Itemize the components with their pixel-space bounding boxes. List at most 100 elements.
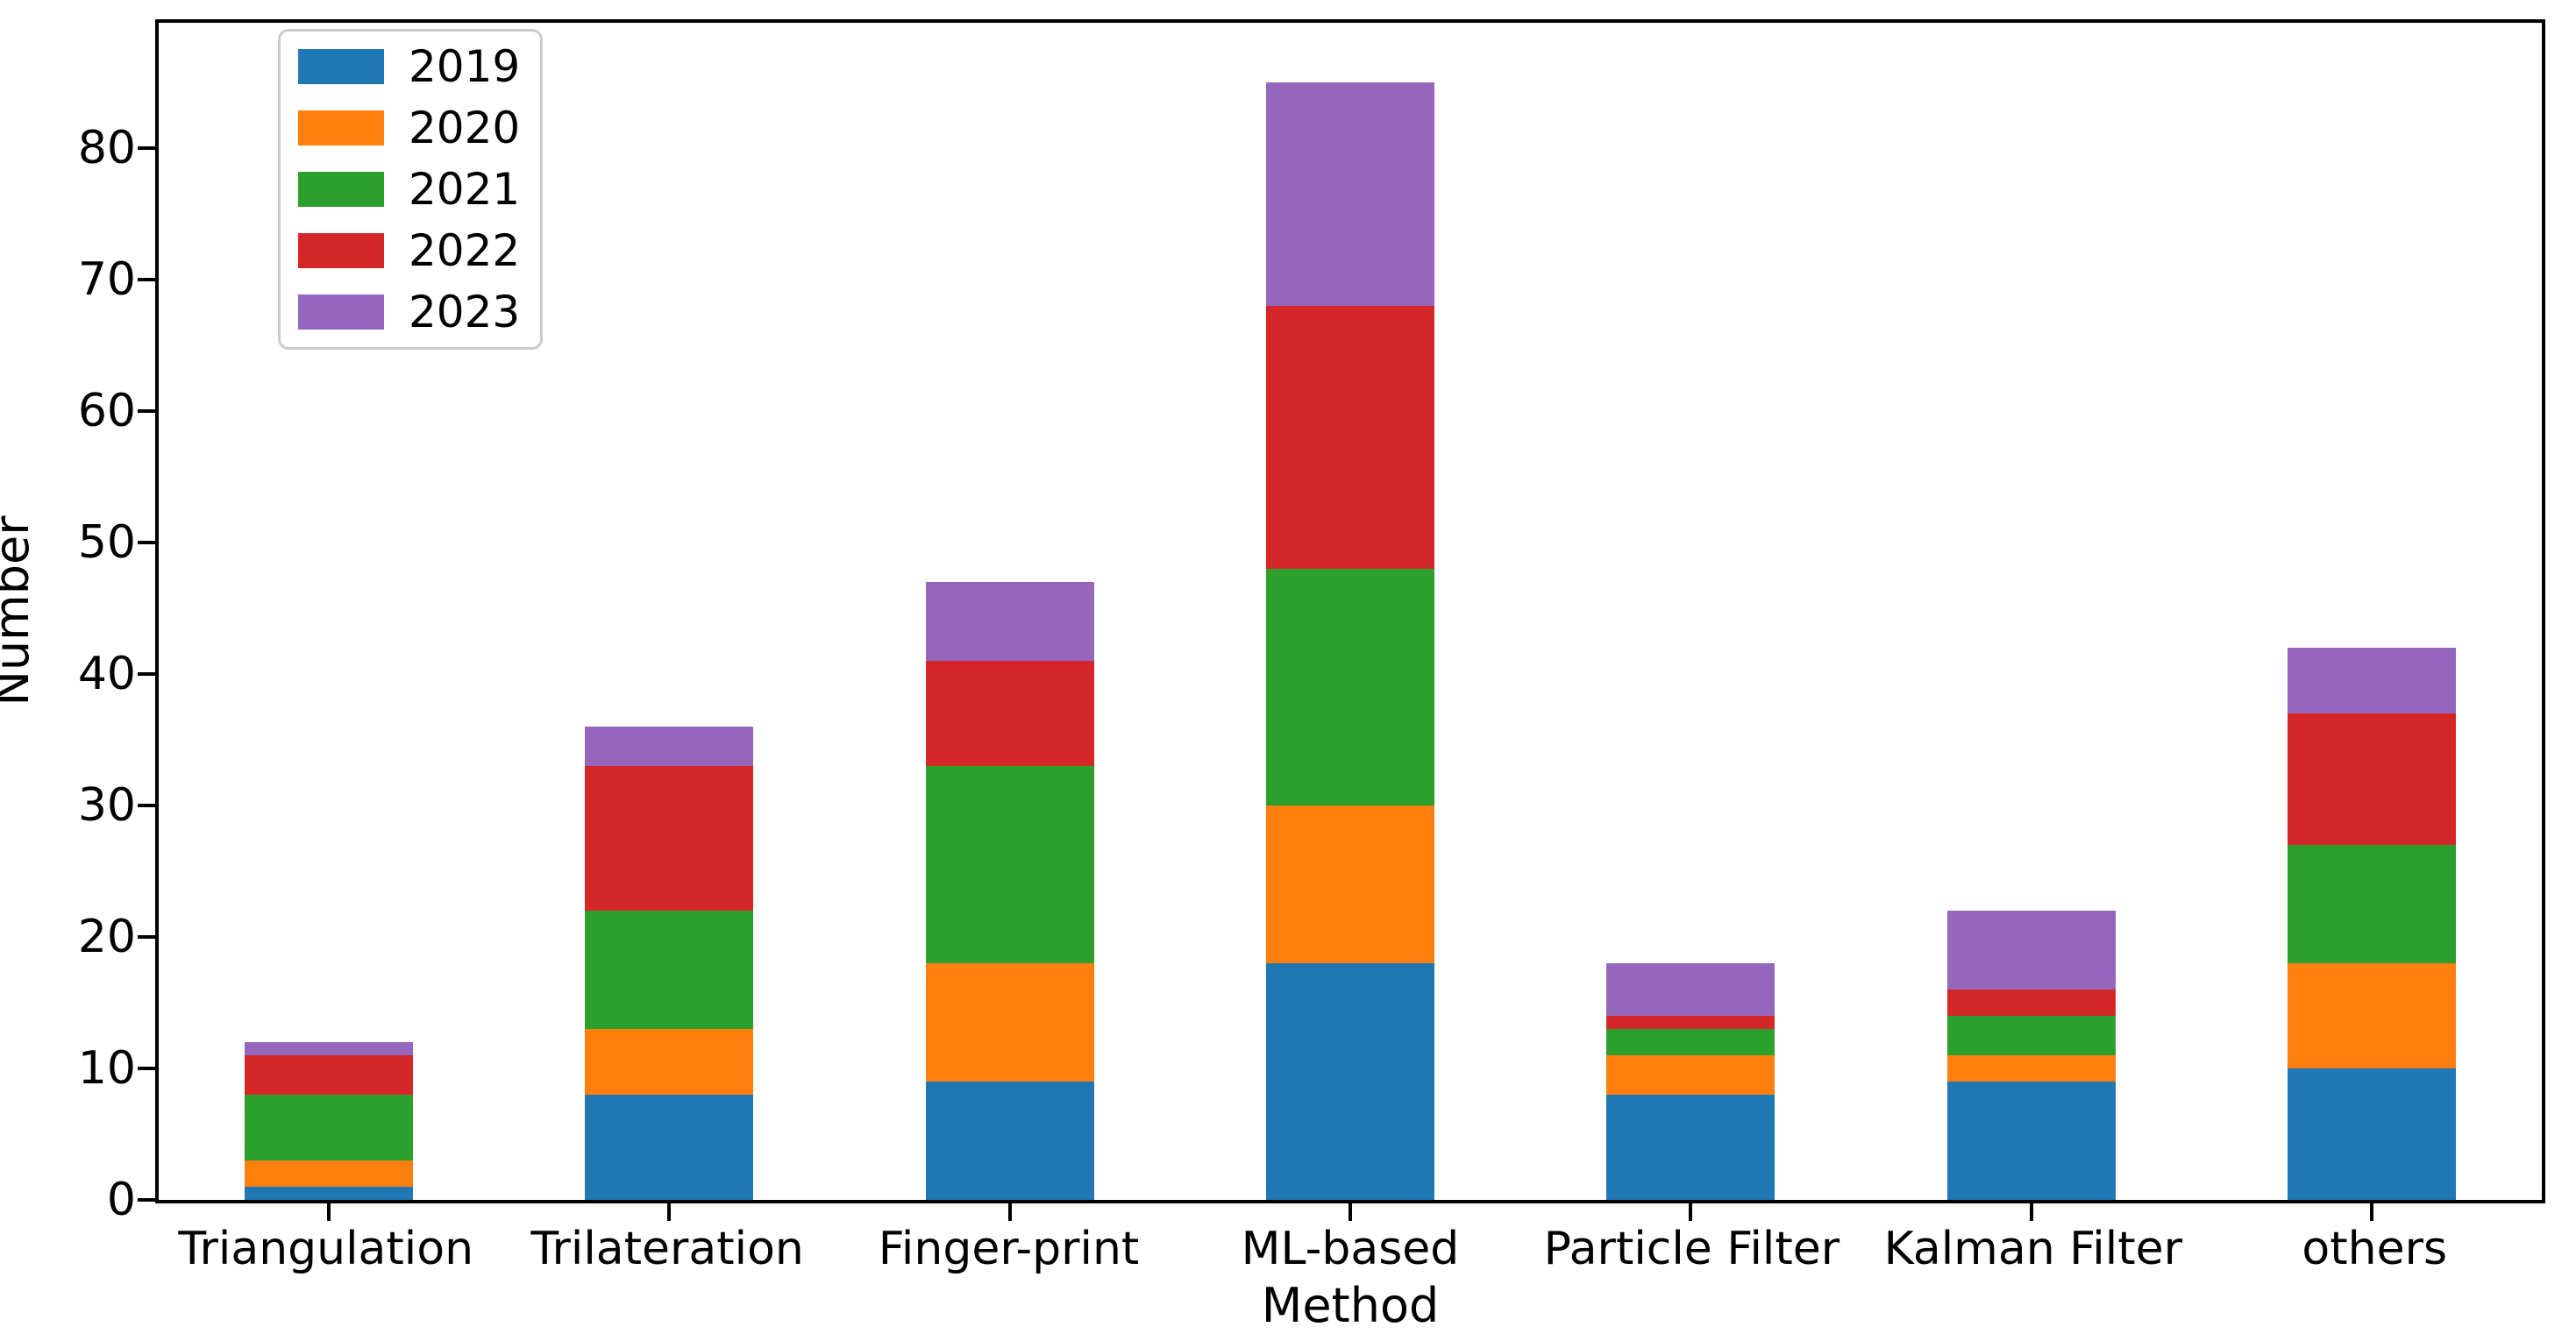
legend-swatch-2022: [298, 233, 384, 268]
x-tick-mark: [2029, 1203, 2033, 1221]
x-tick-mark: [2369, 1203, 2373, 1221]
bar-segment-2019: [585, 1094, 754, 1200]
y-tick-label: 20: [77, 910, 136, 963]
x-tick-label: Trilateration: [530, 1223, 804, 1275]
bar-segment-2019: [245, 1187, 414, 1200]
legend-swatch-2021: [298, 172, 384, 207]
legend: 2019 2020 2021 2022 2023: [278, 29, 543, 350]
bar-segment-2021: [1606, 1028, 1775, 1055]
bar-segment-2020: [1265, 805, 1434, 963]
y-tick-label: 40: [77, 647, 136, 700]
bar-segment-2019: [1946, 1081, 2116, 1200]
bar-segment-2021: [585, 910, 754, 1029]
stacked-bar: [1606, 962, 1775, 1200]
y-tick-mark: [138, 1198, 155, 1202]
bar-segment-2022: [585, 765, 754, 911]
bar-segment-2023: [1265, 82, 1434, 306]
bar-slot-particle-filter: [1520, 23, 1861, 1221]
bar-segment-2023: [245, 1041, 414, 1055]
x-tick-label: Triangulation: [178, 1223, 474, 1275]
x-tick-mark: [1007, 1203, 1012, 1221]
x-tick-label: Kalman Filter: [1883, 1223, 2182, 1275]
stacked-bar: [925, 581, 1094, 1200]
bar-segment-2019: [925, 1081, 1094, 1200]
x-axis-title: Method: [1261, 1278, 1440, 1333]
x-tick-label: others: [2302, 1223, 2448, 1275]
legend-swatch-2019: [298, 49, 384, 84]
legend-item-2020: 2020: [298, 103, 523, 153]
bar-slot-finger-print: [840, 23, 1180, 1221]
y-tick-labels: 0 10 20 30 40 50 60 70 80: [0, 0, 145, 1334]
y-tick-mark: [138, 1066, 155, 1070]
bar-segment-2023: [2287, 647, 2456, 713]
bar-segment-2019: [1606, 1094, 1775, 1200]
bar-segment-2023: [1606, 962, 1775, 1016]
bar-segment-2022: [245, 1054, 414, 1095]
legend-label: 2019: [409, 41, 521, 92]
bar-segment-2019: [1265, 962, 1434, 1200]
x-tick-mark: [1348, 1203, 1352, 1221]
legend-item-2022: 2022: [298, 225, 523, 276]
bar-segment-2020: [1946, 1054, 2116, 1082]
legend-item-2021: 2021: [298, 164, 523, 215]
bar-segment-2022: [925, 660, 1094, 766]
bar-segment-2019: [2287, 1068, 2456, 1200]
bar-segment-2023: [1946, 910, 2116, 990]
x-tick-labels: Triangulation Trilateration Finger-print ML…: [155, 1223, 2545, 1284]
legend-label: 2022: [409, 225, 521, 276]
y-tick-mark: [138, 803, 155, 807]
x-tick-label: Particle Filter: [1543, 1223, 1840, 1275]
bar-slot-kalman-filter: [1861, 23, 2201, 1221]
y-tick-label: 60: [77, 384, 136, 437]
stacked-bar: [585, 726, 754, 1200]
y-tick-mark: [138, 671, 155, 676]
y-tick-label: 70: [77, 252, 136, 306]
bar-segment-2020: [1606, 1054, 1775, 1095]
bar-slot-triangulation: [159, 23, 499, 1221]
bar-segment-2021: [245, 1094, 414, 1160]
legend-item-2019: 2019: [298, 41, 523, 92]
bar-segment-2021: [2287, 844, 2456, 963]
y-tick-label: 30: [77, 778, 136, 832]
bar-segment-2022: [1265, 305, 1434, 569]
bar-segment-2023: [585, 726, 754, 766]
bar-segment-2021: [925, 765, 1094, 963]
x-tick-label: Finger-print: [878, 1223, 1140, 1275]
bars-container: [159, 23, 2542, 1221]
stacked-bar: [245, 1041, 414, 1200]
legend-swatch-2020: [298, 110, 384, 145]
bar-segment-2021: [1946, 1015, 2116, 1055]
y-tick-mark: [138, 145, 155, 150]
bar-segment-2022: [1946, 989, 2116, 1016]
y-tick-label: 80: [77, 121, 136, 174]
y-tick-mark: [138, 408, 155, 413]
bar-slot-trilateration: [499, 23, 839, 1221]
plot-area: [138, 19, 2545, 1221]
bar-segment-2021: [1265, 568, 1434, 805]
legend-label: 2021: [409, 164, 521, 215]
legend-label: 2020: [409, 103, 521, 153]
bar-slot-ml-based: [1180, 23, 1520, 1221]
x-tick-mark: [667, 1203, 672, 1221]
legend-item-2023: 2023: [298, 287, 523, 337]
x-tick-mark: [1689, 1203, 1693, 1221]
y-tick-label: 0: [106, 1174, 136, 1226]
legend-swatch-2023: [298, 294, 384, 330]
stacked-bar: [2287, 647, 2456, 1200]
y-tick-mark: [138, 540, 155, 544]
bar-segment-2022: [2287, 713, 2456, 845]
bar-segment-2023: [925, 581, 1094, 661]
bar-slot-others: [2202, 23, 2542, 1221]
stacked-bar: [1946, 910, 2116, 1200]
legend-label: 2023: [409, 287, 521, 337]
bar-segment-2020: [245, 1160, 414, 1187]
y-tick-mark: [138, 277, 155, 281]
stacked-bar: [1265, 82, 1434, 1200]
y-tick-mark: [138, 934, 155, 939]
bar-segment-2020: [2287, 962, 2456, 1068]
bar-segment-2020: [925, 962, 1094, 1082]
x-tick-mark: [327, 1203, 331, 1221]
y-tick-label: 10: [77, 1041, 136, 1095]
x-tick-label: ML-based: [1241, 1223, 1460, 1275]
